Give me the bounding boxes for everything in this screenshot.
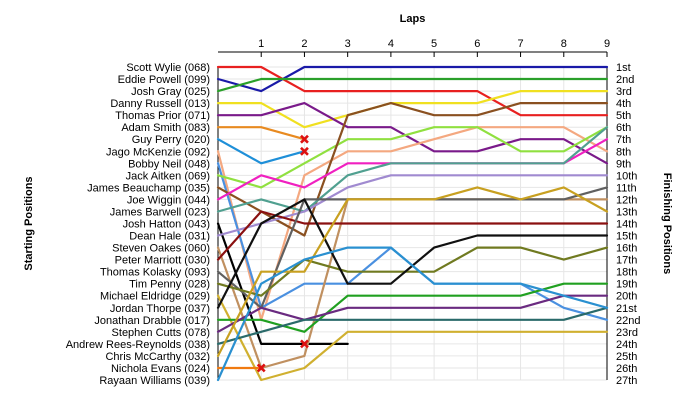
starting-position-label: Andrew Rees-Reynolds (038) — [66, 339, 210, 351]
finishing-position-label: 20th — [616, 291, 637, 303]
finishing-position-label: 13th — [616, 206, 637, 218]
series-line — [216, 89, 609, 129]
starting-position-label: Jonathan Drabble (017) — [94, 315, 210, 327]
series-line — [216, 138, 609, 201]
series-line — [216, 246, 609, 382]
finishing-position-label: 7th — [616, 134, 631, 146]
finishing-position-label: 27th — [616, 375, 637, 387]
series-line — [216, 294, 609, 382]
left-axis-label: Starting Positions — [23, 176, 35, 270]
series-line — [216, 126, 609, 189]
finishing-position-label: 18th — [616, 267, 637, 279]
starting-position-label: Joe Wiggin (044) — [127, 194, 210, 206]
right-axis-label: Finishing Positions — [661, 173, 673, 274]
finishing-position-label: 8th — [616, 146, 631, 158]
finishing-position-label: 2nd — [616, 74, 634, 86]
x-tick-label: 4 — [388, 38, 394, 50]
finishing-position-label: 9th — [616, 158, 631, 170]
finishing-position-label: 24th — [616, 339, 637, 351]
finishing-position-label: 4th — [616, 98, 631, 110]
starting-position-label: Adam Smith (083) — [121, 122, 210, 134]
x-tick-label: 6 — [474, 38, 480, 50]
starting-position-label: Jack Aitken (069) — [126, 170, 210, 182]
finishing-position-label: 25th — [616, 351, 637, 363]
series-line — [216, 101, 609, 165]
series-line — [216, 126, 609, 321]
finishing-position-label: 6th — [616, 122, 631, 134]
series-line — [216, 126, 609, 213]
retired-marker-stroke — [256, 363, 266, 373]
x-tick-label: 8 — [561, 38, 567, 50]
position-labels: Scott Wylie (068)Eddie Powell (099)Josh … — [66, 62, 641, 387]
finishing-position-label: 26th — [616, 363, 637, 375]
finishing-position-label: 12th — [616, 194, 637, 206]
starting-position-label: Scott Wylie (068) — [126, 62, 210, 74]
starting-position-label: Tim Penny (028) — [129, 279, 210, 291]
finishing-position-label: 22nd — [616, 315, 640, 327]
finishing-position-label: 17th — [616, 255, 637, 267]
starting-position-label: Josh Gray (025) — [131, 86, 210, 98]
axes: Laps Starting Positions Finishing Positi… — [23, 13, 673, 380]
series-line — [216, 210, 609, 261]
starting-position-label: Jordan Thorpe (037) — [110, 303, 210, 315]
series-line — [216, 174, 609, 237]
starting-position-label: Michael Eldridge (029) — [100, 291, 210, 303]
retired-marker-stroke — [300, 146, 309, 156]
finishing-position-label: 1st — [616, 62, 631, 74]
x-tick-label: 2 — [301, 38, 307, 50]
retired-marker — [300, 339, 309, 349]
retired-marker — [300, 134, 309, 144]
finishing-position-label: 11th — [616, 182, 637, 194]
starting-position-label: James Beauchamp (035) — [87, 182, 210, 194]
series-line — [216, 294, 609, 333]
top-axis-label: Laps — [400, 13, 426, 25]
series-line — [216, 222, 349, 345]
finishing-position-label: 16th — [616, 243, 637, 255]
starting-position-label: Dean Hale (031) — [129, 231, 210, 243]
x-tick-label: 5 — [431, 38, 437, 50]
finishing-position-label: 5th — [616, 110, 631, 122]
x-tick-label: 9 — [604, 38, 610, 50]
finishing-position-label: 10th — [616, 170, 637, 182]
series-line — [216, 246, 609, 297]
series-line — [216, 306, 609, 345]
series-lines — [216, 65, 609, 382]
starting-position-label: Rayaan Williams (039) — [99, 375, 210, 387]
starting-position-label: Bobby Neil (048) — [128, 158, 210, 170]
starting-position-label: Jago McKenzie (092) — [106, 146, 210, 158]
starting-position-label: Nichola Evans (024) — [111, 363, 210, 375]
starting-position-label: Danny Russell (013) — [110, 98, 210, 110]
starting-position-label: Stephen Cutts (078) — [112, 327, 210, 339]
retired-marker — [300, 146, 309, 156]
x-tick-label: 7 — [517, 38, 523, 50]
starting-position-label: Guy Perry (020) — [132, 134, 210, 146]
finishing-position-label: 23rd — [616, 327, 638, 339]
starting-position-label: Thomas Kolasky (093) — [100, 267, 210, 279]
retired-markers — [256, 134, 309, 373]
starting-position-label: Chris McCarthy (032) — [105, 351, 210, 363]
x-tick-label: 3 — [345, 38, 351, 50]
finishing-position-label: 14th — [616, 219, 637, 231]
starting-position-label: Steven Oakes (060) — [112, 243, 210, 255]
finishing-position-label: 21st — [616, 303, 637, 315]
series-line — [216, 138, 306, 165]
retired-marker — [256, 363, 266, 373]
series-line — [216, 126, 306, 141]
x-tick-label: 1 — [258, 38, 264, 50]
series-line — [216, 101, 609, 237]
starting-position-label: Josh Hatton (043) — [123, 219, 210, 231]
finishing-position-label: 3rd — [616, 86, 632, 98]
starting-position-label: Peter Marriott (030) — [115, 255, 210, 267]
series-line — [216, 77, 609, 93]
retired-marker-stroke — [300, 339, 309, 349]
retired-marker-stroke — [300, 134, 309, 144]
starting-position-label: James Barwell (023) — [110, 206, 210, 218]
finishing-position-label: 15th — [616, 231, 637, 243]
starting-position-label: Eddie Powell (099) — [118, 74, 210, 86]
finishing-position-label: 19th — [616, 279, 637, 291]
starting-position-label: Thomas Prior (071) — [115, 110, 210, 122]
